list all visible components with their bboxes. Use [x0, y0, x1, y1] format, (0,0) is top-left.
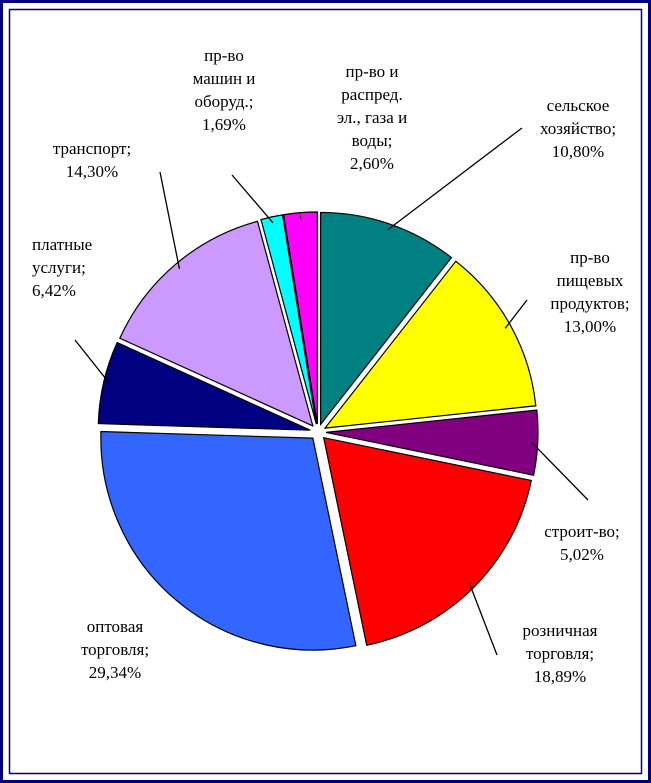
slice-label: платные — [32, 235, 92, 254]
slice-label: оптовая — [87, 617, 144, 636]
slice-label: торговля; — [81, 640, 149, 659]
leader-line — [231, 174, 274, 224]
pie-slice — [322, 436, 532, 646]
pie-slice — [100, 430, 357, 651]
slice-label: пр-во — [204, 46, 244, 65]
leader-line — [159, 171, 181, 270]
pie-slice — [282, 211, 318, 425]
leader-line — [74, 339, 111, 384]
slice-value-label: 1,69% — [202, 115, 246, 134]
slice-label: воды; — [352, 131, 393, 150]
leader-line — [504, 299, 528, 329]
slice-value-label: 13,00% — [564, 317, 616, 336]
leader-line — [531, 442, 589, 501]
slice-label: транспорт; — [53, 139, 131, 158]
slice-label: пр-во — [570, 248, 610, 267]
slice-value-label: 2,60% — [350, 154, 394, 173]
pie-slice — [260, 214, 317, 425]
leader-line — [387, 127, 523, 231]
pie-slice — [97, 341, 311, 431]
slice-value-label: 5,02% — [560, 545, 604, 564]
slice-value-label: 14,30% — [66, 162, 118, 181]
slice-value-label: 29,34% — [89, 663, 141, 682]
slice-label: оборуд.; — [195, 92, 254, 111]
slice-value-label: 6,42% — [32, 281, 76, 300]
slice-label: продуктов; — [550, 294, 629, 313]
slice-label: машин и — [193, 69, 256, 88]
slice-value-label: 10,80% — [552, 142, 604, 161]
inner-frame — [8, 8, 643, 775]
leader-line — [299, 214, 302, 219]
slice-label: хозяйство; — [540, 119, 616, 138]
slice-label: пр-во и — [345, 62, 398, 81]
pie-slice — [323, 260, 537, 429]
slice-label: строит-во; — [544, 522, 620, 541]
slice-label: розничная — [523, 621, 598, 640]
pie-slice — [325, 409, 539, 476]
pie-slice — [320, 211, 453, 427]
pie-slice — [119, 220, 314, 427]
slice-label: услуги; — [32, 258, 86, 277]
slice-label: сельское — [547, 96, 610, 115]
slice-label: эл., газа и — [337, 108, 407, 127]
slice-label: распред. — [341, 85, 402, 104]
slice-label: торговля; — [526, 644, 594, 663]
slice-value-label: 18,89% — [534, 667, 586, 686]
leader-line — [468, 583, 498, 656]
slice-label: пищевых — [557, 271, 624, 290]
